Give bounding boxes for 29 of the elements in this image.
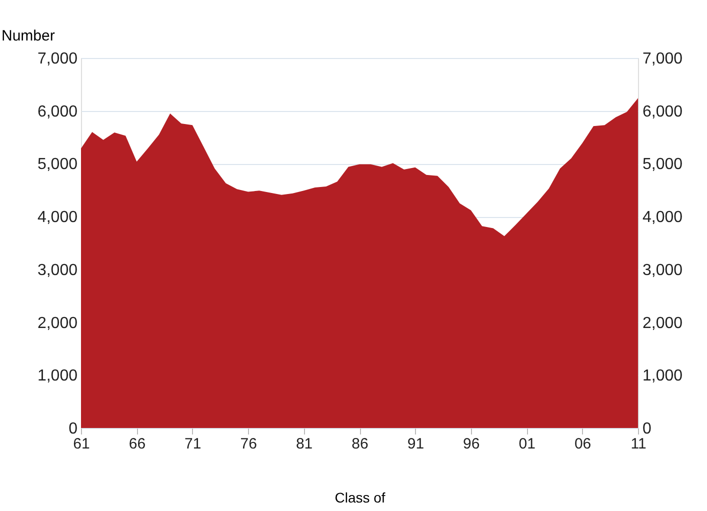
y-tick-label: 7,000	[37, 50, 78, 68]
y2-tick-label: 0	[642, 420, 652, 438]
x-tick-label: 71	[184, 436, 202, 452]
y2-tick-label: 4,000	[642, 209, 683, 226]
y-tick-label: 5,000	[37, 156, 78, 174]
y-tick-label: 1,000	[37, 368, 78, 385]
x-tick-label: 01	[518, 436, 536, 452]
y-tick-label: 0	[68, 420, 78, 438]
x-tick-label: 11	[630, 436, 646, 452]
x-tick-label: 66	[128, 436, 146, 452]
y2-tick-label: 5,000	[642, 156, 683, 174]
x-tick-label: 81	[296, 436, 313, 452]
x-tick-label: 86	[352, 436, 368, 452]
y2-tick-label: 6,000	[642, 103, 683, 120]
y-tick-label: 2,000	[37, 314, 78, 332]
y-axis-title: Number	[2, 28, 55, 44]
x-tick-label: 91	[407, 436, 424, 452]
y2-tick-label: 3,000	[642, 262, 683, 279]
y-tick-label: 3,000	[37, 262, 78, 279]
y2-tick-label: 1,000	[642, 368, 683, 385]
y2-tick-label: 2,000	[642, 314, 683, 332]
y-tick-label: 6,000	[37, 103, 78, 120]
x-tick-label: 76	[240, 436, 257, 452]
y2-tick-label: 7,000	[642, 50, 683, 68]
x-tick-label: 96	[463, 436, 480, 452]
x-axis-title: Class of	[334, 490, 386, 506]
x-tick-label: 61	[73, 436, 90, 452]
y-tick-label: 4,000	[37, 209, 78, 226]
x-tick-label: 06	[574, 436, 592, 452]
